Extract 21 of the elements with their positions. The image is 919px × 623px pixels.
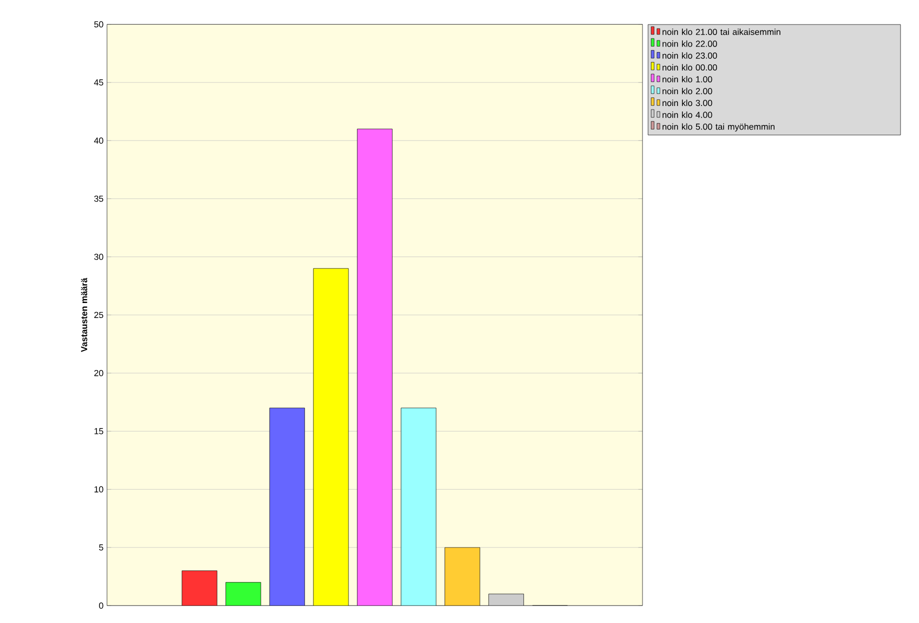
legend-label: noin klo 1.00 (662, 76, 712, 82)
y-tick-label: 25 (94, 312, 104, 318)
legend-label: noin klo 21.00 tai aikaisemmin (662, 28, 780, 35)
y-tick-label: 15 (94, 428, 104, 434)
y-tick-label: 0 (99, 602, 104, 609)
legend-label: noin klo 22.00 (662, 40, 717, 47)
legend-label: noin klo 2.00 (662, 88, 712, 94)
y-tick-label: 50 (94, 21, 104, 28)
y-tick-label: 20 (94, 370, 104, 376)
y-tick-label: 10 (94, 486, 104, 492)
y-tick-label: 45 (94, 79, 104, 86)
y-tick-label: 35 (94, 196, 104, 202)
y-tick-label: 30 (94, 254, 104, 260)
y-tick-label: 40 (94, 137, 104, 144)
legend-label: noin klo 23.00 (662, 52, 717, 59)
legend-label: noin klo 4.00 (662, 111, 712, 118)
legend-label: noin klo 3.00 (662, 100, 712, 106)
legend-label: noin klo 5.00 tai myöhemmin (662, 123, 774, 132)
y-axis-title: Vastausten määrä (81, 278, 88, 352)
y-tick-label: 5 (99, 544, 104, 550)
legend-label: noin klo 00.00 (662, 64, 717, 70)
